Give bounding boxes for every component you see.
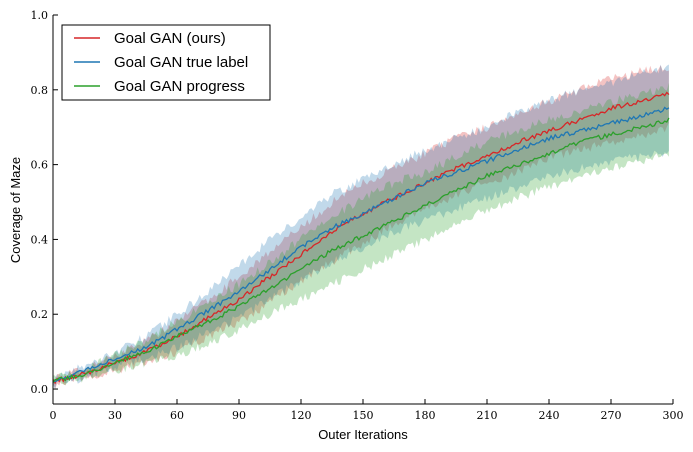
x-tick-label: 210 (477, 409, 498, 422)
y-tick-label: 0.6 (31, 159, 49, 172)
x-tick-label: 240 (539, 409, 560, 422)
x-axis-label: Outer Iterations (318, 427, 408, 442)
x-tick-label: 0 (50, 409, 57, 422)
y-ticks: 0.0 0.2 0.4 0.6 0.8 1.0 (31, 9, 58, 396)
legend: Goal GAN (ours) Goal GAN true label Goal G… (61, 24, 271, 101)
confidence-bands (53, 64, 669, 390)
series-line-2 (52, 106, 670, 383)
y-axis-label: Coverage of Maze (8, 157, 23, 263)
y-tick-label: 0.0 (31, 383, 49, 396)
x-tick-label: 180 (415, 409, 436, 422)
x-tick-label: 300 (663, 409, 684, 422)
x-ticks: 0 30 60 90 120 150 180 210 240 270 300 (50, 399, 684, 422)
y-tick-label: 0.2 (31, 308, 49, 321)
confidence-band-1 (53, 65, 669, 390)
x-tick-label: 90 (232, 409, 246, 422)
y-tick-label: 1.0 (31, 9, 49, 22)
confidence-band-3 (53, 82, 669, 386)
y-tick-label: 0.4 (31, 233, 49, 246)
y-tick-label: 0.8 (31, 84, 49, 97)
x-tick-label: 60 (170, 409, 184, 422)
series-line-1 (52, 91, 670, 385)
legend-label: Goal GAN true label (114, 54, 248, 71)
series-lines (52, 91, 670, 385)
x-tick-label: 150 (353, 409, 374, 422)
x-tick-label: 30 (108, 409, 122, 422)
series-line-3 (52, 117, 670, 383)
x-tick-label: 120 (291, 409, 312, 422)
confidence-band-2 (53, 64, 669, 390)
legend-label: Goal GAN progress (114, 78, 245, 95)
x-tick-label: 270 (601, 409, 622, 422)
legend-label: Goal GAN (ours) (114, 30, 226, 47)
